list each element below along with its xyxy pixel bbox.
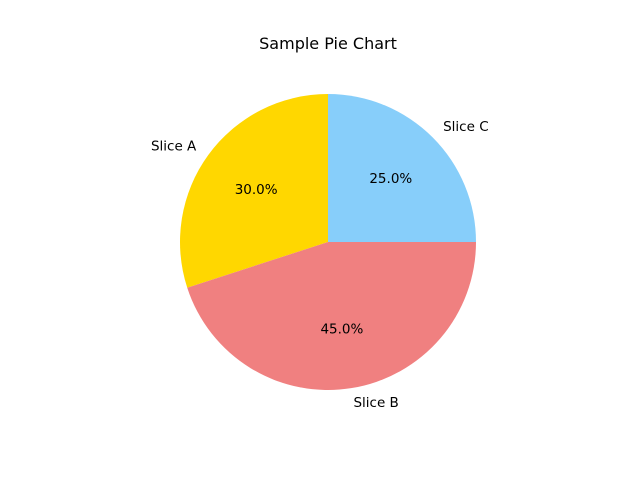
slice-label-slice-b: Slice B: [353, 395, 398, 411]
chart-title: Sample Pie Chart: [259, 34, 397, 53]
pie-slice-slice-c: [328, 94, 476, 242]
slice-percent-slice-b: 45.0%: [320, 322, 363, 338]
pie-labels: Slice A 30.0% Slice B 45.0% Slice C 25.0%: [151, 119, 489, 411]
slice-label-slice-a: Slice A: [151, 138, 197, 154]
slice-label-slice-c: Slice C: [443, 119, 489, 135]
pie-slice-slice-b: [187, 242, 477, 391]
slice-percent-slice-c: 25.0%: [369, 171, 412, 187]
pie-slices: [179, 94, 477, 391]
pie-slice-slice-a: [179, 94, 328, 288]
slice-percent-slice-a: 30.0%: [235, 182, 278, 198]
